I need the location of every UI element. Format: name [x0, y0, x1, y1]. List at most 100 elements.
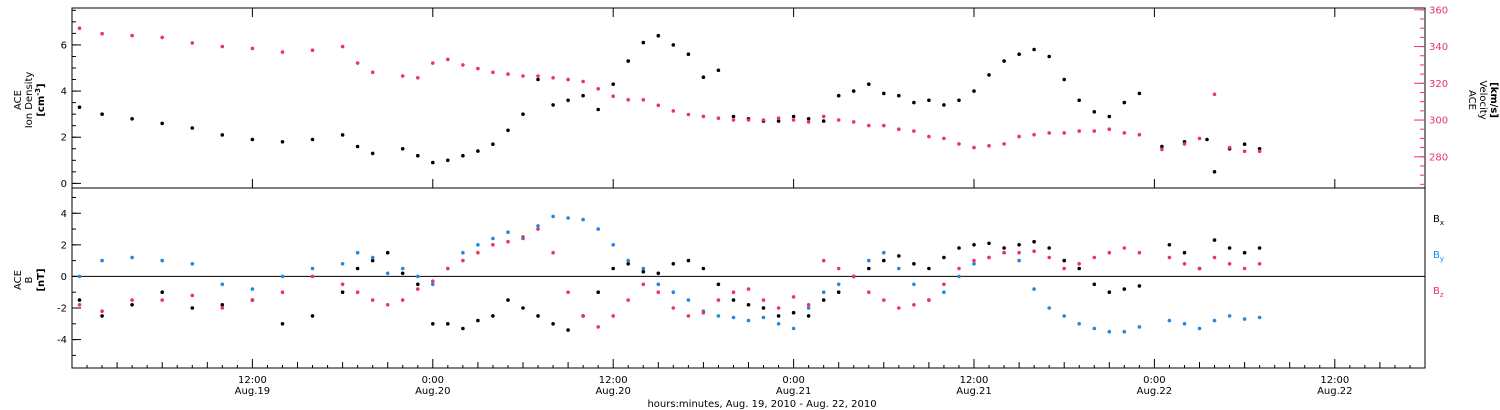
bz-point [160, 298, 164, 302]
velocity-point [461, 63, 465, 67]
density-point [626, 59, 630, 63]
by-point [581, 217, 585, 222]
by-point [957, 274, 961, 279]
bx-point [506, 298, 510, 302]
legend-subscript: x [1440, 219, 1444, 227]
bx-point [686, 258, 691, 263]
density-point [851, 89, 856, 93]
density-point [461, 153, 465, 158]
bx-point [761, 306, 766, 310]
by-point [100, 258, 104, 263]
velocity-point [1197, 136, 1202, 141]
bz-point [536, 227, 540, 231]
bx-point [927, 266, 931, 271]
bz-point [882, 298, 886, 302]
bz-point [566, 290, 570, 295]
density-point [1032, 47, 1036, 52]
legend: Bx By Bz [1433, 214, 1444, 299]
bx-point [400, 271, 405, 276]
by-point [882, 250, 886, 255]
by-point [431, 282, 435, 287]
bz-point [1107, 250, 1112, 255]
bz-point [100, 309, 104, 314]
by-point [385, 271, 390, 276]
density-point [641, 40, 646, 45]
bx-point [1137, 284, 1142, 288]
velocity-point [581, 79, 585, 84]
by-point [370, 255, 375, 260]
bx-point [1242, 250, 1247, 255]
velocity-point [1107, 127, 1112, 131]
density-point [160, 121, 164, 126]
velocity-point [400, 74, 405, 78]
density-unit-prefix: [cm [36, 96, 47, 117]
bx-point [806, 314, 811, 318]
velocity-point [521, 74, 525, 78]
b-tick-label: 2 [61, 240, 67, 251]
by-point [942, 290, 946, 295]
bx-point [160, 290, 164, 295]
density-point [340, 133, 345, 137]
by-point [491, 236, 495, 241]
velocity-point [491, 70, 495, 75]
density-point [656, 33, 661, 38]
bz-point [1212, 255, 1217, 260]
bx-point [431, 322, 435, 326]
by-point [836, 282, 841, 287]
bx-point [836, 290, 841, 295]
velocity-point [882, 123, 886, 128]
density-point [611, 82, 615, 86]
velocity-point [987, 144, 991, 148]
density-point [942, 103, 946, 107]
density-tick-label: 2 [61, 133, 67, 144]
density-point [310, 137, 315, 142]
bx-point [1182, 250, 1187, 255]
velocity-point [280, 50, 285, 54]
bz-point [461, 258, 465, 263]
velocity-point [972, 145, 976, 150]
bz-point [446, 266, 450, 271]
bx-point [280, 322, 285, 326]
bz-point [340, 282, 345, 287]
bz-point [1002, 250, 1006, 255]
velocity-point [596, 87, 600, 91]
bx-point [1017, 243, 1021, 247]
bx-point [190, 306, 195, 310]
velocity-point [701, 114, 706, 119]
bx-point [716, 282, 721, 287]
bz-point [927, 298, 931, 302]
velocity-tick-label: 300 [1429, 116, 1448, 127]
velocity-point [1077, 129, 1081, 133]
velocity-point [1092, 129, 1097, 133]
bz-point [761, 298, 766, 302]
bx-point [446, 322, 450, 326]
bz-point [641, 282, 646, 287]
density-point [671, 43, 676, 47]
density-point [1002, 59, 1006, 63]
bx-point [731, 298, 736, 302]
x-tick-time: 12:00 [960, 375, 989, 386]
by-point [280, 274, 285, 279]
by-point [867, 258, 871, 263]
x-tick-time: 0:00 [782, 375, 804, 386]
density-point [370, 151, 375, 156]
bz-point [746, 287, 751, 291]
density-point [77, 105, 82, 109]
bz-point [987, 255, 991, 260]
velocity-point [1002, 142, 1006, 146]
density-point [867, 82, 871, 86]
bz-point [416, 287, 420, 291]
time-axis: 12:00Aug.190:00Aug.2012:00Aug.200:00Aug.… [86, 8, 1411, 397]
velocity-point [416, 76, 420, 80]
bz-point [385, 303, 390, 307]
density-label-unit: [cm-3] [34, 83, 47, 116]
density-point [1137, 91, 1142, 96]
top-left-axis-title: ACE Ion Density [cm-3] [13, 72, 47, 129]
bz-point [912, 303, 916, 307]
by-point [566, 216, 570, 220]
density-point [686, 52, 691, 56]
by-point [130, 255, 134, 260]
x-tick-time: 0:00 [1143, 375, 1165, 386]
bz-point [1017, 250, 1021, 255]
density-point [476, 149, 480, 153]
